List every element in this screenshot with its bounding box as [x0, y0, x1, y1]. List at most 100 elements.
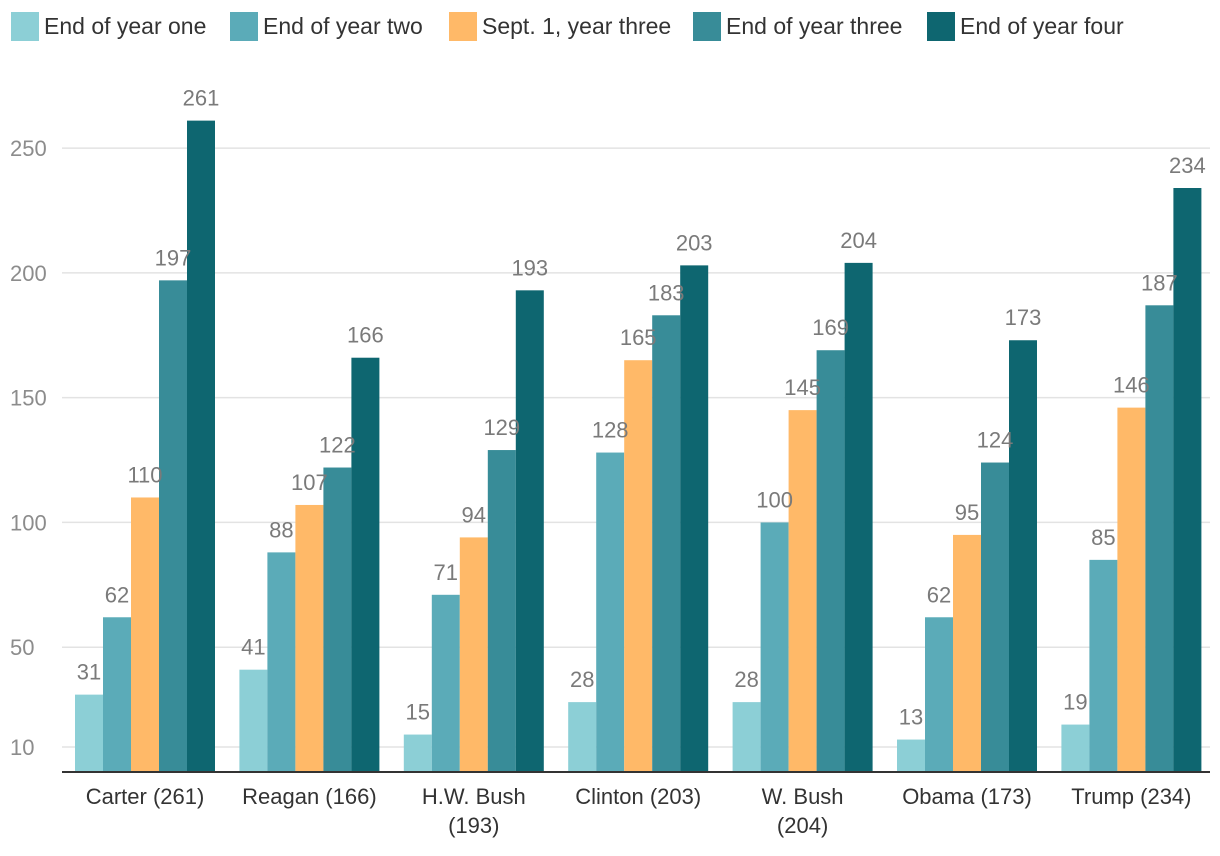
bar	[487, 450, 516, 772]
legend-label: End of year two	[263, 13, 423, 39]
bar	[515, 290, 544, 772]
bar	[131, 497, 159, 772]
data-labels: 31 62 110 197 261 41 88 107 122 166 15 71 94 129 193 28…	[77, 86, 1206, 730]
data-label: 15	[406, 700, 430, 725]
data-label: 94	[462, 502, 486, 527]
bar	[732, 702, 761, 772]
data-label: 85	[1091, 525, 1115, 550]
legend: End of year one End of year two Sept. 1, y…	[11, 12, 1124, 41]
data-label: 13	[899, 705, 923, 730]
bar	[981, 462, 1009, 772]
bar	[295, 504, 324, 772]
bar	[431, 594, 460, 772]
bar	[267, 552, 296, 772]
x-tick-label: Trump (234)	[1071, 784, 1191, 809]
data-label: 169	[812, 315, 849, 340]
x-tick-label: Carter (261)	[86, 784, 205, 809]
data-label: 100	[756, 487, 793, 512]
y-tick-label: 250	[10, 136, 47, 161]
legend-label: End of year four	[960, 13, 1124, 39]
data-label: 28	[570, 667, 594, 692]
bar	[816, 350, 845, 772]
bar	[925, 617, 953, 772]
x-tick-label: (193)	[448, 813, 499, 838]
data-label: 28	[734, 667, 758, 692]
data-label: 122	[319, 433, 356, 458]
y-tick-label: 150	[10, 386, 47, 411]
data-label: 62	[927, 582, 951, 607]
bar	[652, 315, 681, 772]
x-tick-label: Obama (173)	[902, 784, 1032, 809]
data-label: 88	[269, 517, 293, 542]
data-label: 107	[291, 470, 328, 495]
data-label: 41	[241, 635, 265, 660]
bar	[953, 534, 981, 772]
bar	[187, 120, 215, 772]
data-label: 187	[1141, 270, 1178, 295]
data-label: 31	[77, 660, 101, 685]
legend-swatch	[927, 12, 955, 41]
legend-swatch	[693, 12, 721, 41]
data-label: 261	[183, 86, 220, 111]
data-label: 173	[1005, 305, 1042, 330]
x-tick-label: (204)	[777, 813, 828, 838]
data-label: 95	[955, 500, 979, 525]
data-label: 197	[155, 245, 192, 270]
bar	[844, 262, 873, 772]
data-label: 165	[620, 325, 657, 350]
legend-swatch	[230, 12, 258, 41]
x-tick-label: H.W. Bush	[422, 784, 526, 809]
bar	[1173, 188, 1202, 772]
bar	[1089, 559, 1118, 772]
data-label: 124	[977, 428, 1014, 453]
x-tick-label: W. Bush	[762, 784, 844, 809]
bar	[596, 452, 625, 772]
bar	[103, 617, 131, 772]
bar	[459, 537, 488, 772]
bar	[75, 694, 103, 772]
bar	[760, 522, 789, 772]
data-label: 204	[840, 228, 877, 253]
data-label: 62	[105, 582, 129, 607]
bar	[159, 280, 187, 772]
bar	[788, 410, 817, 772]
data-label: 234	[1169, 153, 1206, 178]
bar	[1117, 407, 1146, 772]
bar	[568, 702, 597, 772]
y-tick-label: 100	[10, 510, 47, 535]
bar	[624, 360, 653, 772]
data-label: 193	[511, 255, 548, 280]
data-label: 110	[127, 462, 162, 487]
bar	[403, 734, 432, 772]
legend-label: End of year one	[44, 13, 206, 39]
bar	[1061, 724, 1090, 772]
x-axis: Carter (261) Reagan (166) H.W. Bush (193) Cl…	[62, 771, 1210, 838]
y-tick-label: 200	[10, 261, 47, 286]
legend-label: Sept. 1, year three	[482, 13, 671, 39]
bar	[239, 669, 268, 772]
bar	[897, 739, 925, 772]
y-tick-label: 10	[10, 735, 34, 760]
data-label: 19	[1063, 690, 1087, 715]
bar	[1009, 340, 1037, 772]
legend-swatch	[11, 12, 39, 41]
data-label: 203	[676, 230, 713, 255]
bar	[351, 357, 380, 772]
data-label: 129	[483, 415, 520, 440]
x-tick-label: Reagan (166)	[242, 784, 377, 809]
bar	[1145, 305, 1174, 772]
bar	[680, 265, 709, 772]
data-label: 128	[592, 418, 629, 443]
x-tick-label: Clinton (203)	[575, 784, 701, 809]
data-label: 183	[648, 280, 685, 305]
data-label: 166	[347, 323, 384, 348]
bars	[75, 120, 1202, 772]
data-label: 71	[434, 560, 458, 585]
y-tick-label: 50	[10, 635, 34, 660]
legend-swatch	[449, 12, 477, 41]
data-label: 145	[784, 375, 821, 400]
legend-label: End of year three	[726, 13, 902, 39]
data-label: 146	[1113, 373, 1150, 398]
y-axis: 10 50 100 150 200 250	[10, 136, 47, 760]
